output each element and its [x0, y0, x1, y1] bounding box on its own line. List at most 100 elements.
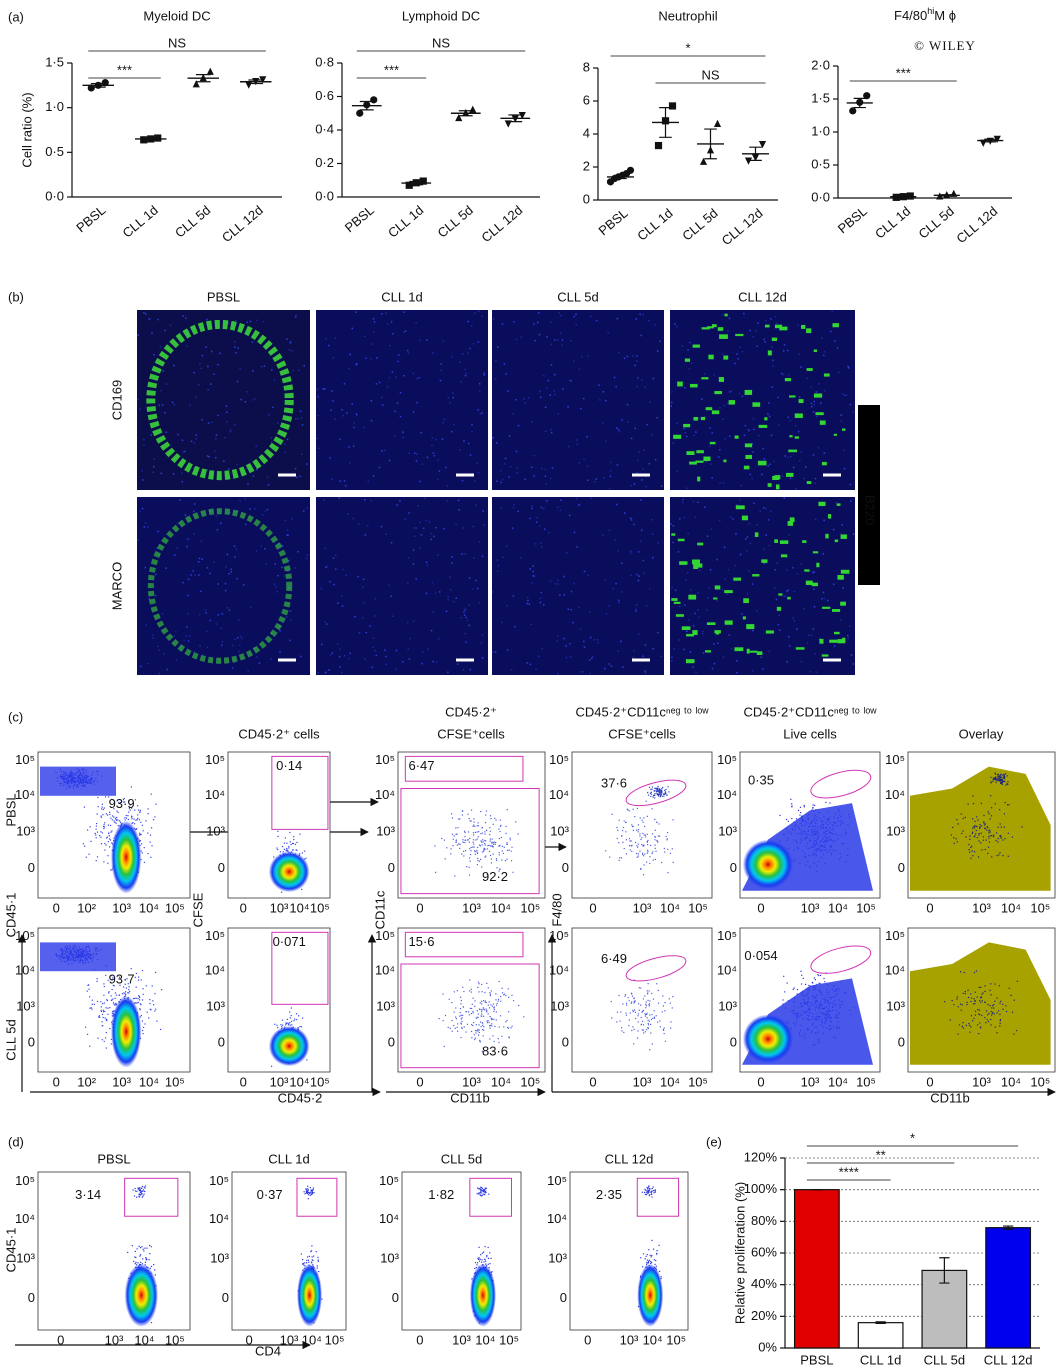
speckle: [233, 340, 236, 343]
event-dot: [489, 1027, 491, 1029]
event-dot: [455, 1016, 457, 1018]
green-cell: [734, 435, 739, 439]
event-dot: [273, 856, 275, 858]
event-dot: [477, 1013, 480, 1015]
speckle: [747, 428, 749, 431]
event-dot: [609, 856, 611, 858]
event-dot: [128, 811, 130, 813]
speckle: [481, 657, 484, 659]
event-dot: [644, 1031, 646, 1033]
speckle: [457, 499, 460, 502]
speckle: [557, 506, 559, 509]
event-dot: [306, 1059, 308, 1061]
speckle: [546, 336, 548, 338]
event-dot: [647, 1019, 649, 1021]
event-dot: [125, 987, 127, 989]
speckle: [339, 438, 341, 441]
speckle: [531, 507, 533, 510]
event-dot: [496, 867, 498, 869]
speckle: [793, 619, 796, 622]
event-dot: [104, 1037, 107, 1039]
micrograph: [492, 310, 664, 490]
event-dot: [953, 1004, 955, 1006]
data-point: [356, 109, 364, 117]
speckle: [638, 451, 640, 454]
speckle: [187, 640, 190, 642]
error-bar: [195, 74, 211, 83]
speckle: [412, 549, 415, 552]
event-dot: [617, 829, 619, 831]
speckle: [295, 314, 297, 317]
event-dot: [647, 851, 649, 853]
event-dot: [499, 819, 501, 821]
event-dot: [782, 999, 784, 1001]
speckle: [621, 419, 623, 421]
event-dot: [111, 819, 113, 821]
event-dot: [1004, 801, 1006, 804]
event-dot: [791, 817, 793, 820]
speckle: [449, 402, 451, 404]
event-dot: [987, 811, 989, 813]
row-label: PBSL: [3, 793, 18, 826]
speckle: [736, 660, 738, 662]
event-dot: [953, 837, 955, 839]
event-dot: [656, 788, 658, 790]
speckle: [530, 505, 533, 507]
speckle: [636, 377, 639, 379]
speckle: [370, 399, 373, 402]
y-tick-label: 80%: [751, 1213, 777, 1228]
green-cell: [692, 344, 700, 348]
speckle: [261, 514, 264, 516]
speckle: [823, 354, 825, 357]
speckle: [341, 595, 343, 597]
event-dot: [457, 1030, 459, 1032]
event-dot: [149, 1267, 151, 1269]
speckle: [495, 359, 497, 362]
speckle: [199, 590, 202, 593]
speckle: [734, 564, 737, 567]
event-dot: [480, 1026, 482, 1028]
event-dot: [104, 796, 107, 798]
event-dot: [631, 824, 633, 826]
speckle: [193, 503, 196, 505]
chart-title: Myeloid DC: [143, 8, 210, 23]
speckle: [205, 346, 207, 348]
green-cell: [686, 451, 695, 455]
event-dot: [637, 1003, 640, 1005]
speckle: [830, 330, 832, 333]
x-tick-label: CLL 12d: [719, 205, 766, 248]
green-cell: [711, 410, 720, 415]
speckle: [331, 652, 334, 654]
speckle: [375, 654, 378, 657]
tick-label: 10³: [972, 900, 991, 915]
speckle: [224, 589, 227, 592]
event-dot: [1002, 776, 1005, 779]
event-dot: [96, 978, 98, 980]
event-dot: [104, 1010, 106, 1013]
event-dot: [644, 995, 646, 997]
event-dot: [512, 871, 514, 873]
tick-label: 10⁵: [375, 928, 395, 943]
y-tick-label: 100%: [744, 1181, 778, 1196]
event-dot: [625, 853, 627, 855]
speckle: [395, 376, 397, 378]
event-dot: [791, 803, 793, 805]
event-dot: [799, 814, 801, 816]
speckle: [496, 346, 499, 348]
event-dot: [140, 1014, 142, 1017]
event-dot: [469, 820, 471, 822]
event-dot: [493, 1018, 495, 1020]
event-dot: [96, 831, 99, 833]
gate-value: 83·6: [482, 1043, 508, 1058]
speckle: [239, 500, 241, 502]
speckle: [333, 583, 335, 586]
event-dot: [628, 845, 631, 847]
event-dot: [665, 835, 667, 837]
event-dot: [992, 1005, 994, 1007]
speckle: [641, 479, 643, 481]
speckle: [494, 378, 497, 380]
event-dot: [508, 996, 510, 998]
event-dot: [127, 818, 129, 821]
speckle: [402, 436, 404, 439]
speckle: [267, 484, 270, 486]
